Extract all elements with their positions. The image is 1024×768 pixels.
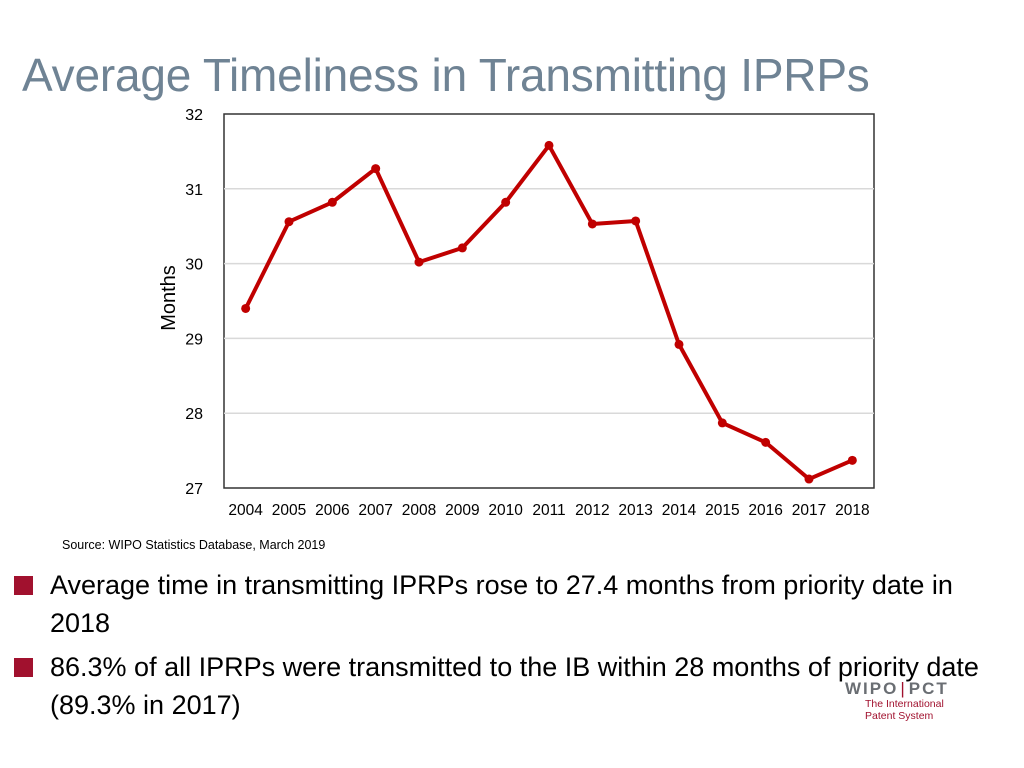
- x-tick-label: 2012: [575, 502, 609, 519]
- data-point: [501, 197, 511, 207]
- data-point: [457, 243, 467, 253]
- logo-separator: |: [900, 679, 907, 698]
- y-tick-label: 27: [185, 481, 203, 498]
- x-tick-label: 2005: [272, 502, 306, 519]
- data-point: [371, 164, 381, 174]
- logo-wipo: WIPO: [845, 679, 899, 698]
- x-tick-label: 2006: [315, 502, 349, 519]
- x-tick-label: 2004: [228, 502, 263, 519]
- square-bullet-icon: [14, 576, 33, 595]
- y-tick-label: 31: [185, 182, 203, 199]
- x-tick-label: 2010: [488, 502, 523, 519]
- series-group: [241, 140, 857, 484]
- data-point: [327, 197, 337, 207]
- bullet-text: 86.3% of all IPRPs were transmitted to t…: [50, 652, 979, 720]
- source-note: Source: WIPO Statistics Database, March …: [62, 538, 326, 552]
- square-bullet-icon: [14, 658, 33, 677]
- data-point: [587, 219, 597, 229]
- logo-pct: PCT: [908, 679, 949, 698]
- data-point: [847, 455, 857, 465]
- x-tick-label: 2018: [835, 502, 869, 519]
- x-tick-label: 2014: [662, 502, 697, 519]
- y-tick-label: 29: [185, 331, 203, 348]
- data-point: [674, 339, 684, 349]
- data-point: [631, 216, 641, 226]
- y-tick-label: 32: [185, 107, 203, 124]
- x-tick-label: 2011: [532, 502, 565, 519]
- x-tick-label: 2015: [705, 502, 739, 519]
- data-point: [761, 437, 771, 447]
- bullet-text: Average time in transmitting IPRPs rose …: [50, 570, 953, 638]
- grid-lines: [224, 188, 874, 414]
- plot-area: [223, 113, 875, 489]
- y-axis-label: Months: [158, 265, 180, 331]
- logo-subtitle-1: The International: [865, 698, 944, 710]
- line-chart: 27 28 29 30 31 32 2004 2005 2006 2007 2008 2009 201…: [158, 107, 875, 519]
- y-tick-labels: 27 28 29 30 31 32: [185, 107, 203, 498]
- x-tick-label: 2017: [792, 502, 826, 519]
- data-point: [717, 418, 727, 428]
- page-title: Average Timeliness in Transmitting IPRPs: [22, 49, 870, 101]
- data-point: [284, 217, 294, 227]
- data-point: [804, 474, 814, 484]
- x-tick-labels: 2004 2005 2006 2007 2008 2009 2010 2011 2012 2013…: [228, 502, 869, 519]
- x-tick-label: 2009: [445, 502, 479, 519]
- bullet-item: Average time in transmitting IPRPs rose …: [14, 566, 1014, 642]
- data-point: [544, 140, 554, 150]
- x-tick-label: 2008: [402, 502, 436, 519]
- y-tick-label: 28: [185, 406, 203, 423]
- logo-subtitle-2: Patent System: [865, 710, 934, 722]
- wipo-pct-logo: WIPO | PCT The International Patent System: [845, 679, 985, 723]
- y-tick-label: 30: [185, 257, 203, 274]
- data-point: [241, 303, 251, 313]
- x-tick-label: 2016: [748, 502, 782, 519]
- data-point: [414, 257, 424, 267]
- bullet-item: 86.3% of all IPRPs were transmitted to t…: [14, 648, 1014, 724]
- x-tick-label: 2007: [358, 502, 392, 519]
- x-tick-label: 2013: [618, 502, 652, 519]
- bullet-list: Average time in transmitting IPRPs rose …: [14, 566, 1014, 730]
